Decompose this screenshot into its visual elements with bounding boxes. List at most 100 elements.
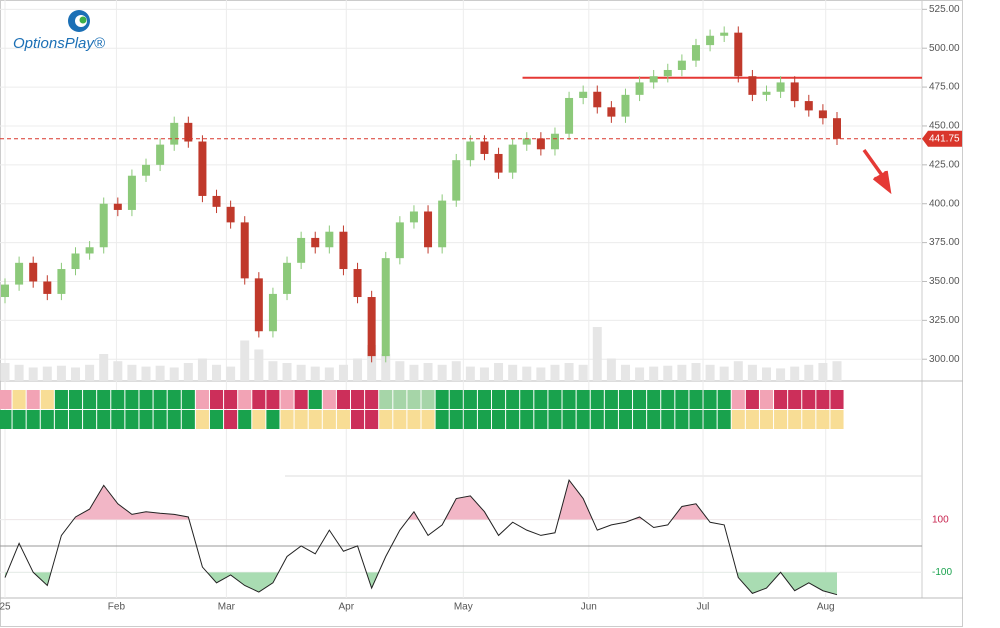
cci-tick-label: 100 bbox=[932, 514, 949, 525]
candle-body bbox=[367, 297, 376, 357]
volume-bar bbox=[141, 366, 151, 381]
strip-cell bbox=[576, 410, 590, 429]
strip-cell bbox=[195, 410, 209, 429]
candle-body bbox=[677, 60, 686, 70]
strip-cell bbox=[633, 410, 647, 429]
strip-cell bbox=[322, 390, 336, 409]
strip-cell bbox=[181, 390, 195, 409]
candle-body bbox=[268, 293, 277, 332]
volume-bar bbox=[606, 358, 616, 381]
strip-cell bbox=[703, 410, 717, 429]
strip-cell bbox=[576, 390, 590, 409]
candle-body bbox=[156, 144, 165, 165]
strip-cell bbox=[252, 410, 266, 429]
strip-cell bbox=[54, 390, 68, 409]
strip-cell bbox=[0, 410, 12, 429]
candle-body bbox=[593, 91, 602, 108]
candle-body bbox=[85, 247, 94, 254]
strip-cell bbox=[238, 410, 252, 429]
strip-cell bbox=[703, 390, 717, 409]
strip-cell bbox=[675, 410, 689, 429]
strip-cell bbox=[224, 390, 238, 409]
strip-cell bbox=[661, 410, 675, 429]
volume-bar bbox=[197, 358, 207, 381]
candle-body bbox=[550, 133, 559, 150]
strip-cell bbox=[520, 390, 534, 409]
candle-body bbox=[565, 97, 574, 134]
x-tick-label: Jun bbox=[581, 602, 597, 613]
candle-body bbox=[804, 101, 813, 111]
strip-cell bbox=[745, 390, 759, 409]
candle-body bbox=[720, 32, 729, 36]
candle-body bbox=[522, 138, 531, 145]
volume-bar bbox=[155, 365, 165, 381]
y-tick-label: 400.00 bbox=[929, 198, 960, 209]
volume-bar bbox=[649, 366, 659, 381]
candle-body bbox=[353, 269, 362, 298]
strip-cell bbox=[97, 390, 111, 409]
strip-cell bbox=[350, 410, 365, 429]
logo-icon bbox=[79, 16, 87, 24]
strip-cell bbox=[125, 390, 139, 409]
candle-body bbox=[15, 262, 24, 285]
strip-cell bbox=[421, 390, 435, 409]
volume-bar bbox=[212, 364, 222, 381]
strip-cell bbox=[83, 410, 97, 429]
strip-cell bbox=[266, 390, 280, 409]
candle-body bbox=[776, 82, 785, 92]
y-tick-label: 425.00 bbox=[929, 159, 960, 170]
strip-cell bbox=[280, 410, 294, 429]
cci-line bbox=[4, 478, 838, 596]
volume-bar bbox=[536, 367, 546, 381]
logo: OptionsPlay® bbox=[13, 10, 106, 52]
strip-cell bbox=[40, 410, 54, 429]
strip-cell bbox=[449, 410, 463, 429]
y-tick-label: 300.00 bbox=[929, 354, 960, 365]
strip-cell bbox=[54, 410, 68, 429]
volume-bar bbox=[268, 361, 278, 381]
volume-bar bbox=[324, 367, 334, 381]
volume-bar bbox=[183, 363, 193, 381]
strip-cell bbox=[12, 410, 26, 429]
volume-bar bbox=[776, 368, 786, 381]
candle-body bbox=[508, 144, 517, 173]
volume-bar bbox=[620, 364, 630, 381]
volume-bar bbox=[254, 349, 264, 381]
candle-body bbox=[607, 107, 616, 117]
cci-oversold-area bbox=[5, 572, 837, 595]
strip-cell bbox=[774, 390, 788, 409]
candle-body bbox=[790, 82, 799, 102]
volume-bar bbox=[705, 364, 715, 381]
logo-text: OptionsPlay® bbox=[13, 35, 106, 52]
x-tick-label: Jul bbox=[697, 602, 710, 613]
strip-cell bbox=[562, 390, 576, 409]
volume-bar bbox=[423, 363, 433, 381]
strip-cell bbox=[167, 390, 181, 409]
strip-cell bbox=[209, 410, 224, 429]
x-tick-label: May bbox=[454, 602, 473, 613]
candle-body bbox=[663, 69, 672, 77]
x-tick-label: Feb bbox=[108, 602, 126, 613]
strip-cell bbox=[322, 410, 336, 429]
strip-cell bbox=[153, 410, 167, 429]
candle-body bbox=[226, 206, 235, 223]
strip-cell bbox=[421, 410, 435, 429]
frame bbox=[0, 0, 963, 627]
strip-cell bbox=[266, 410, 280, 429]
volume-bar bbox=[409, 364, 419, 381]
strip-cell bbox=[506, 390, 520, 409]
strip-cell bbox=[534, 390, 548, 409]
y-tick-label: 525.00 bbox=[929, 4, 960, 15]
strip-cell bbox=[111, 410, 125, 429]
volume-bar bbox=[578, 364, 588, 381]
candle-body bbox=[1, 284, 9, 298]
candle-body bbox=[43, 281, 52, 294]
strip-cell bbox=[280, 390, 294, 409]
strip-cell bbox=[534, 410, 548, 429]
x-tick-label: Apr bbox=[338, 602, 354, 613]
candle-body bbox=[452, 160, 461, 201]
y-tick-label: 375.00 bbox=[929, 237, 960, 248]
volume-bar bbox=[338, 364, 348, 381]
volume-bar bbox=[804, 364, 814, 381]
volume-bar bbox=[296, 364, 306, 381]
